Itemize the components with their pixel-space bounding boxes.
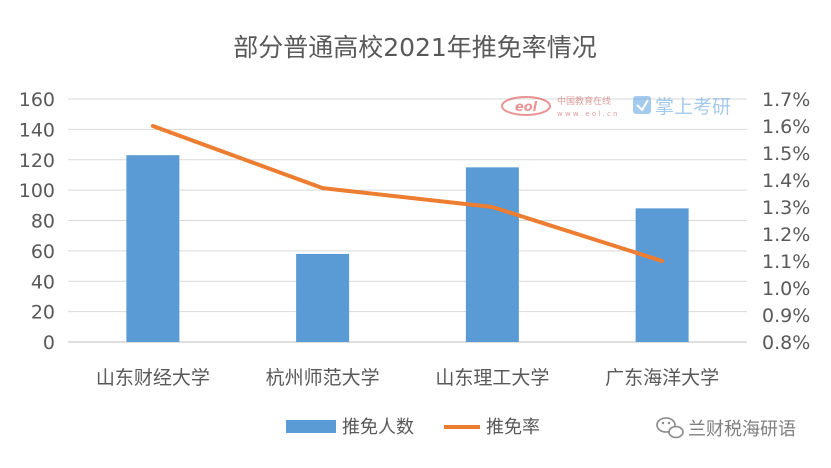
right-tick-label: 1.2%	[762, 224, 810, 246]
right-tick-label: 1.4%	[762, 170, 810, 192]
left-tick-label: 140	[19, 119, 55, 141]
left-tick-label: 120	[19, 150, 55, 172]
legend-bar-label: 推免人数	[342, 417, 414, 438]
eol-logo-text: eol	[515, 100, 538, 115]
left-tick-label: 0	[43, 332, 55, 354]
category-label: 杭州师范大学	[266, 367, 380, 389]
category-label: 广东海洋大学	[605, 367, 719, 389]
left-tick-label: 80	[31, 211, 55, 233]
left-tick-label: 100	[19, 180, 55, 202]
right-tick-label: 0.9%	[762, 305, 810, 327]
left-tick-label: 160	[19, 89, 55, 111]
category-label: 山东财经大学	[96, 367, 210, 389]
right-tick-label: 1.3%	[762, 197, 810, 219]
wechat-tag-text: 兰财税海研语	[688, 419, 796, 440]
legend-bar-swatch	[286, 420, 336, 433]
right-tick-label: 1.6%	[762, 116, 810, 138]
right-tick-label: 1.0%	[762, 278, 810, 300]
eol-text: 中国教育在线	[557, 95, 611, 107]
right-tick-label: 1.5%	[762, 143, 810, 165]
brand-text: 掌上考研	[655, 96, 731, 118]
left-tick-label: 60	[31, 241, 55, 263]
bar	[636, 208, 689, 342]
bar	[126, 155, 179, 342]
left-tick-label: 20	[31, 302, 55, 324]
right-tick-label: 1.7%	[762, 89, 810, 111]
right-tick-label: 0.8%	[762, 332, 810, 354]
right-tick-label: 1.1%	[762, 251, 810, 273]
chart-title: 部分普通高校2021年推免率情况	[233, 33, 597, 62]
category-label: 山东理工大学	[435, 367, 549, 389]
eol-url: w w w . e o l . c n	[557, 110, 617, 118]
bar	[296, 254, 349, 342]
bar	[466, 167, 519, 342]
left-tick-label: 40	[31, 271, 55, 293]
legend-line-label: 推免率	[486, 417, 540, 438]
